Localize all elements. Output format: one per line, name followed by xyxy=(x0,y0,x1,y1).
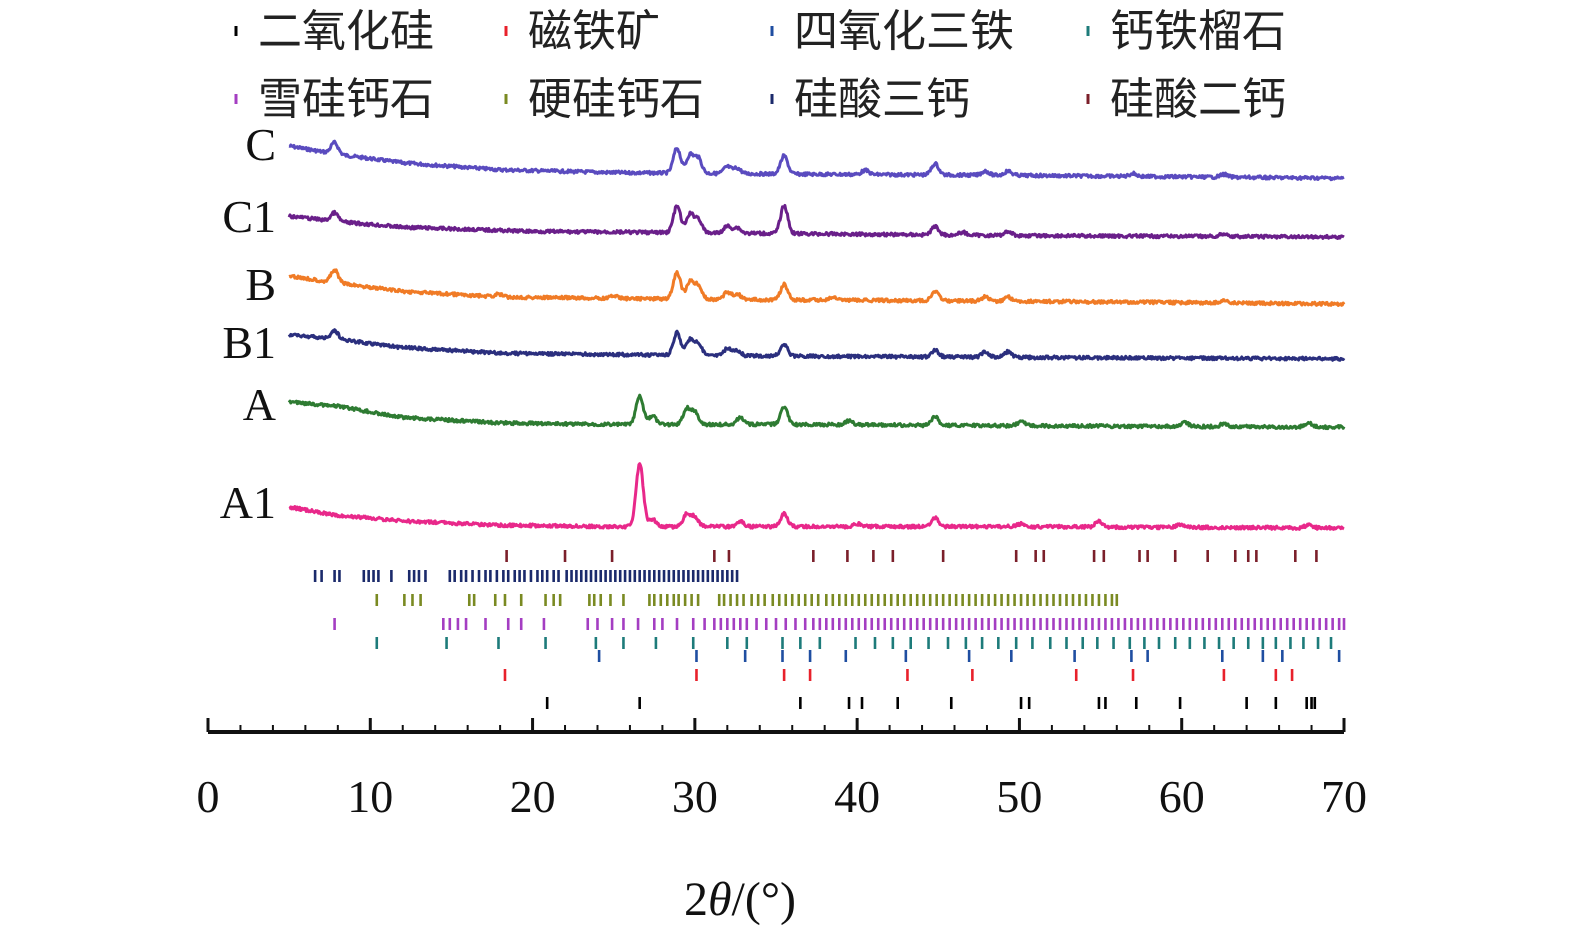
series-label-b: B xyxy=(245,259,276,310)
reference-row xyxy=(505,550,1318,562)
x-tick-label: 30 xyxy=(672,771,718,822)
x-tick-label: 20 xyxy=(510,771,556,822)
legend-label: 硬硅钙石 xyxy=(528,74,704,125)
series-label-b1: B1 xyxy=(222,317,276,368)
reference-row xyxy=(313,570,739,582)
x-axis-title-suffix: /(°) xyxy=(732,873,797,926)
legend-label: 硅酸二钙 xyxy=(1110,74,1286,125)
legend-item: 磁铁矿 xyxy=(504,6,660,57)
legend-item: 四氧化三铁 xyxy=(770,6,1014,57)
legend-item: 钙铁榴石 xyxy=(1086,6,1286,57)
legend-label: 雪硅钙石 xyxy=(258,74,434,125)
x-tick-label: 0 xyxy=(197,771,220,822)
series-line-c1 xyxy=(287,204,1345,240)
reference-ticks-layer xyxy=(313,550,1346,709)
x-tick-label: 70 xyxy=(1321,771,1367,822)
legend-item: 硅酸二钙 xyxy=(1086,74,1286,125)
legend-label: 四氧化三铁 xyxy=(794,6,1014,57)
reference-row xyxy=(333,618,1346,630)
series-line-b1 xyxy=(287,328,1346,362)
x-axis-title-symbol: θ xyxy=(708,873,732,926)
reference-row xyxy=(545,697,1317,709)
reference-row xyxy=(597,650,1341,662)
x-axis: 0 10 20 30 40 50 60 70 xyxy=(197,718,1367,822)
series-line-c xyxy=(288,139,1345,182)
series-line-a xyxy=(287,393,1346,431)
legend-label: 硅酸三钙 xyxy=(794,74,970,125)
x-axis-title: 2θ/(°) xyxy=(684,873,796,926)
reference-row xyxy=(375,637,1333,649)
series-label-a1: A1 xyxy=(220,477,276,528)
x-tick-label: 60 xyxy=(1159,771,1205,822)
legend-item: 硬硅钙石 xyxy=(504,74,704,125)
legend-item: 雪硅钙石 xyxy=(234,74,434,125)
legend-label: 二氧化硅 xyxy=(258,6,434,57)
x-tick-label: 50 xyxy=(996,771,1042,822)
legend-item: 硅酸三钙 xyxy=(770,74,970,125)
reference-row xyxy=(375,594,1119,606)
legend-item: 二氧化硅 xyxy=(234,6,434,57)
legend-label: 磁铁矿 xyxy=(528,6,660,57)
x-tick-label: 40 xyxy=(834,771,880,822)
series-line-b xyxy=(288,268,1346,307)
series-label-a: A xyxy=(243,379,276,430)
series-line-a1 xyxy=(288,462,1345,531)
series-label-c: C xyxy=(245,119,276,170)
reference-row xyxy=(503,669,1294,681)
x-tick-label: 10 xyxy=(347,771,393,822)
series-layer: C C1 B B1 A A1 xyxy=(220,119,1346,531)
legend-label: 钙铁榴石 xyxy=(1110,6,1286,57)
series-label-c1: C1 xyxy=(222,191,276,242)
x-axis-title-prefix: 2 xyxy=(684,873,708,926)
